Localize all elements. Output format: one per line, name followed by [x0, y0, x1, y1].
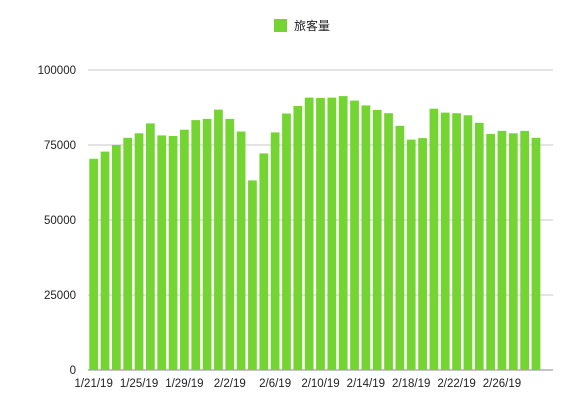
- bar: [304, 97, 314, 370]
- bar: [202, 118, 212, 371]
- y-axis-tick-labels: 0 25000 50000 75000 100000: [38, 65, 76, 377]
- bar: [293, 106, 303, 370]
- bar: [327, 97, 337, 370]
- bar: [497, 130, 507, 370]
- bar: [248, 180, 257, 370]
- x-tick-label: 1/25/19: [120, 378, 158, 390]
- bar: [372, 109, 382, 371]
- x-tick-label: 2/22/19: [437, 378, 475, 390]
- bar: [531, 137, 541, 370]
- bar: [146, 123, 155, 371]
- bar: [508, 133, 518, 370]
- bar: [270, 132, 280, 370]
- bar: [395, 125, 405, 370]
- bar: [316, 97, 325, 371]
- bar: [157, 135, 167, 370]
- bar: [418, 138, 427, 370]
- bar: [463, 115, 473, 370]
- y-tick-label: 75000: [44, 140, 76, 152]
- bar: [89, 158, 99, 370]
- bar: [361, 105, 371, 371]
- x-axis-tick-labels: 1/21/19 1/25/19 1/29/19 2/2/19 2/6/19 2/10/19…: [74, 378, 521, 390]
- bar: [452, 113, 461, 370]
- bar: [486, 133, 495, 370]
- bar: [134, 133, 144, 370]
- bar: [406, 139, 416, 370]
- bars: [89, 96, 541, 371]
- legend-swatch: [274, 18, 287, 32]
- bar: [282, 113, 291, 370]
- y-tick-label: 0: [70, 365, 76, 377]
- bar: [180, 129, 189, 370]
- bar: [111, 145, 121, 370]
- x-tick-label: 2/6/19: [259, 378, 291, 390]
- bar: [338, 96, 348, 370]
- x-tick-label: 2/2/19: [214, 378, 246, 390]
- bar: [100, 151, 110, 370]
- bar: [429, 108, 439, 370]
- bar: [384, 113, 393, 370]
- y-tick-label: 100000: [38, 65, 76, 77]
- bar: [259, 153, 269, 370]
- x-tick-label: 2/10/19: [301, 378, 339, 390]
- bar: [520, 130, 530, 370]
- bar: [168, 136, 178, 370]
- x-tick-label: 2/14/19: [347, 378, 385, 390]
- bar: [191, 120, 201, 370]
- bar: [440, 112, 450, 370]
- bar: [225, 118, 235, 371]
- x-tick-label: 1/29/19: [165, 378, 203, 390]
- bar: [474, 122, 484, 370]
- x-tick-label: 1/21/19: [74, 378, 112, 390]
- bar: [214, 109, 223, 370]
- bar: [350, 100, 359, 370]
- bar: [236, 131, 246, 370]
- legend: 旅客量: [274, 17, 330, 33]
- x-tick-label: 2/26/19: [483, 378, 521, 390]
- y-tick-label: 50000: [44, 215, 76, 227]
- legend-label: 旅客量: [294, 18, 331, 33]
- x-tick-label: 2/18/19: [392, 378, 430, 390]
- bar: [123, 137, 133, 370]
- y-tick-label: 25000: [44, 290, 76, 302]
